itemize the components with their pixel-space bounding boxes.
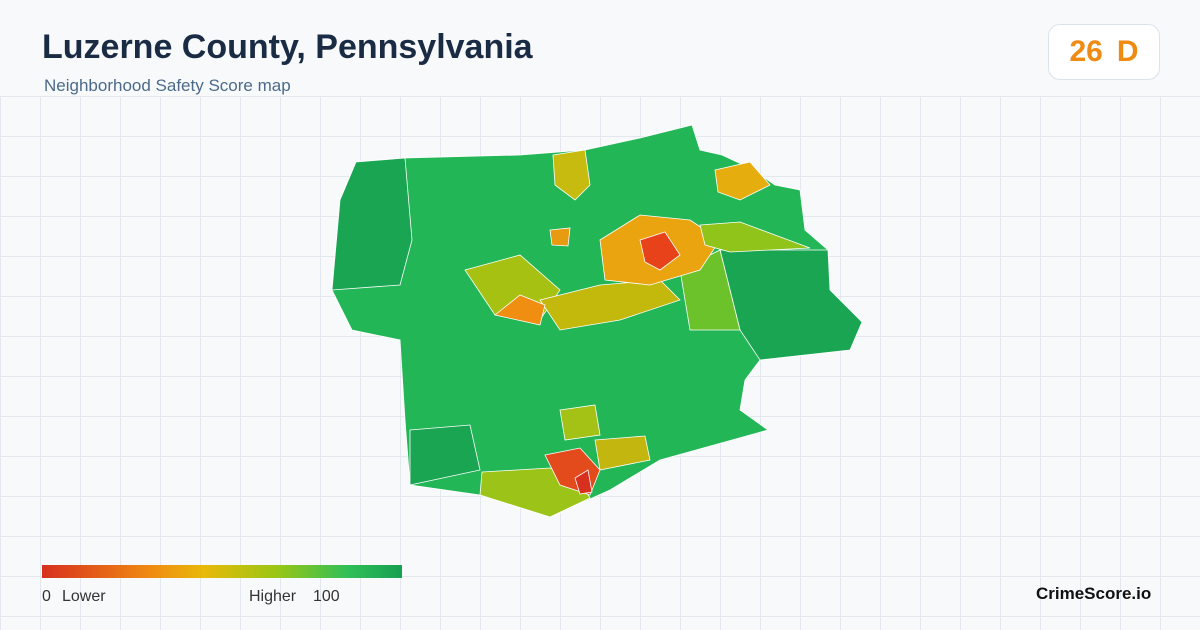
region bbox=[559, 404, 601, 441]
legend-gradient bbox=[42, 565, 402, 578]
grade: D bbox=[1116, 35, 1139, 68]
region bbox=[409, 424, 481, 486]
legend-max-label: Higher bbox=[249, 588, 297, 605]
legend-min-label: Lower bbox=[62, 588, 106, 605]
region bbox=[594, 435, 651, 471]
region bbox=[574, 469, 593, 495]
score-badge: 26 D bbox=[1048, 24, 1160, 80]
header: Luzerne County, Pennsylvania Neighborhoo… bbox=[0, 0, 1200, 97]
brand: CrimeScore.io bbox=[1036, 584, 1152, 603]
region bbox=[699, 221, 811, 253]
region bbox=[494, 294, 546, 326]
score: 26 bbox=[1069, 35, 1103, 68]
region bbox=[719, 249, 863, 361]
region bbox=[639, 231, 681, 271]
region bbox=[552, 149, 591, 201]
region bbox=[549, 227, 571, 247]
region bbox=[539, 279, 681, 331]
title: Luzerne County, Pennsylvania bbox=[42, 28, 533, 66]
subtitle: Neighborhood Safety Score map bbox=[44, 76, 291, 95]
legend-min: 0 bbox=[42, 588, 51, 605]
region bbox=[331, 157, 413, 291]
region bbox=[714, 161, 771, 201]
legend-max: 100 bbox=[313, 588, 340, 605]
